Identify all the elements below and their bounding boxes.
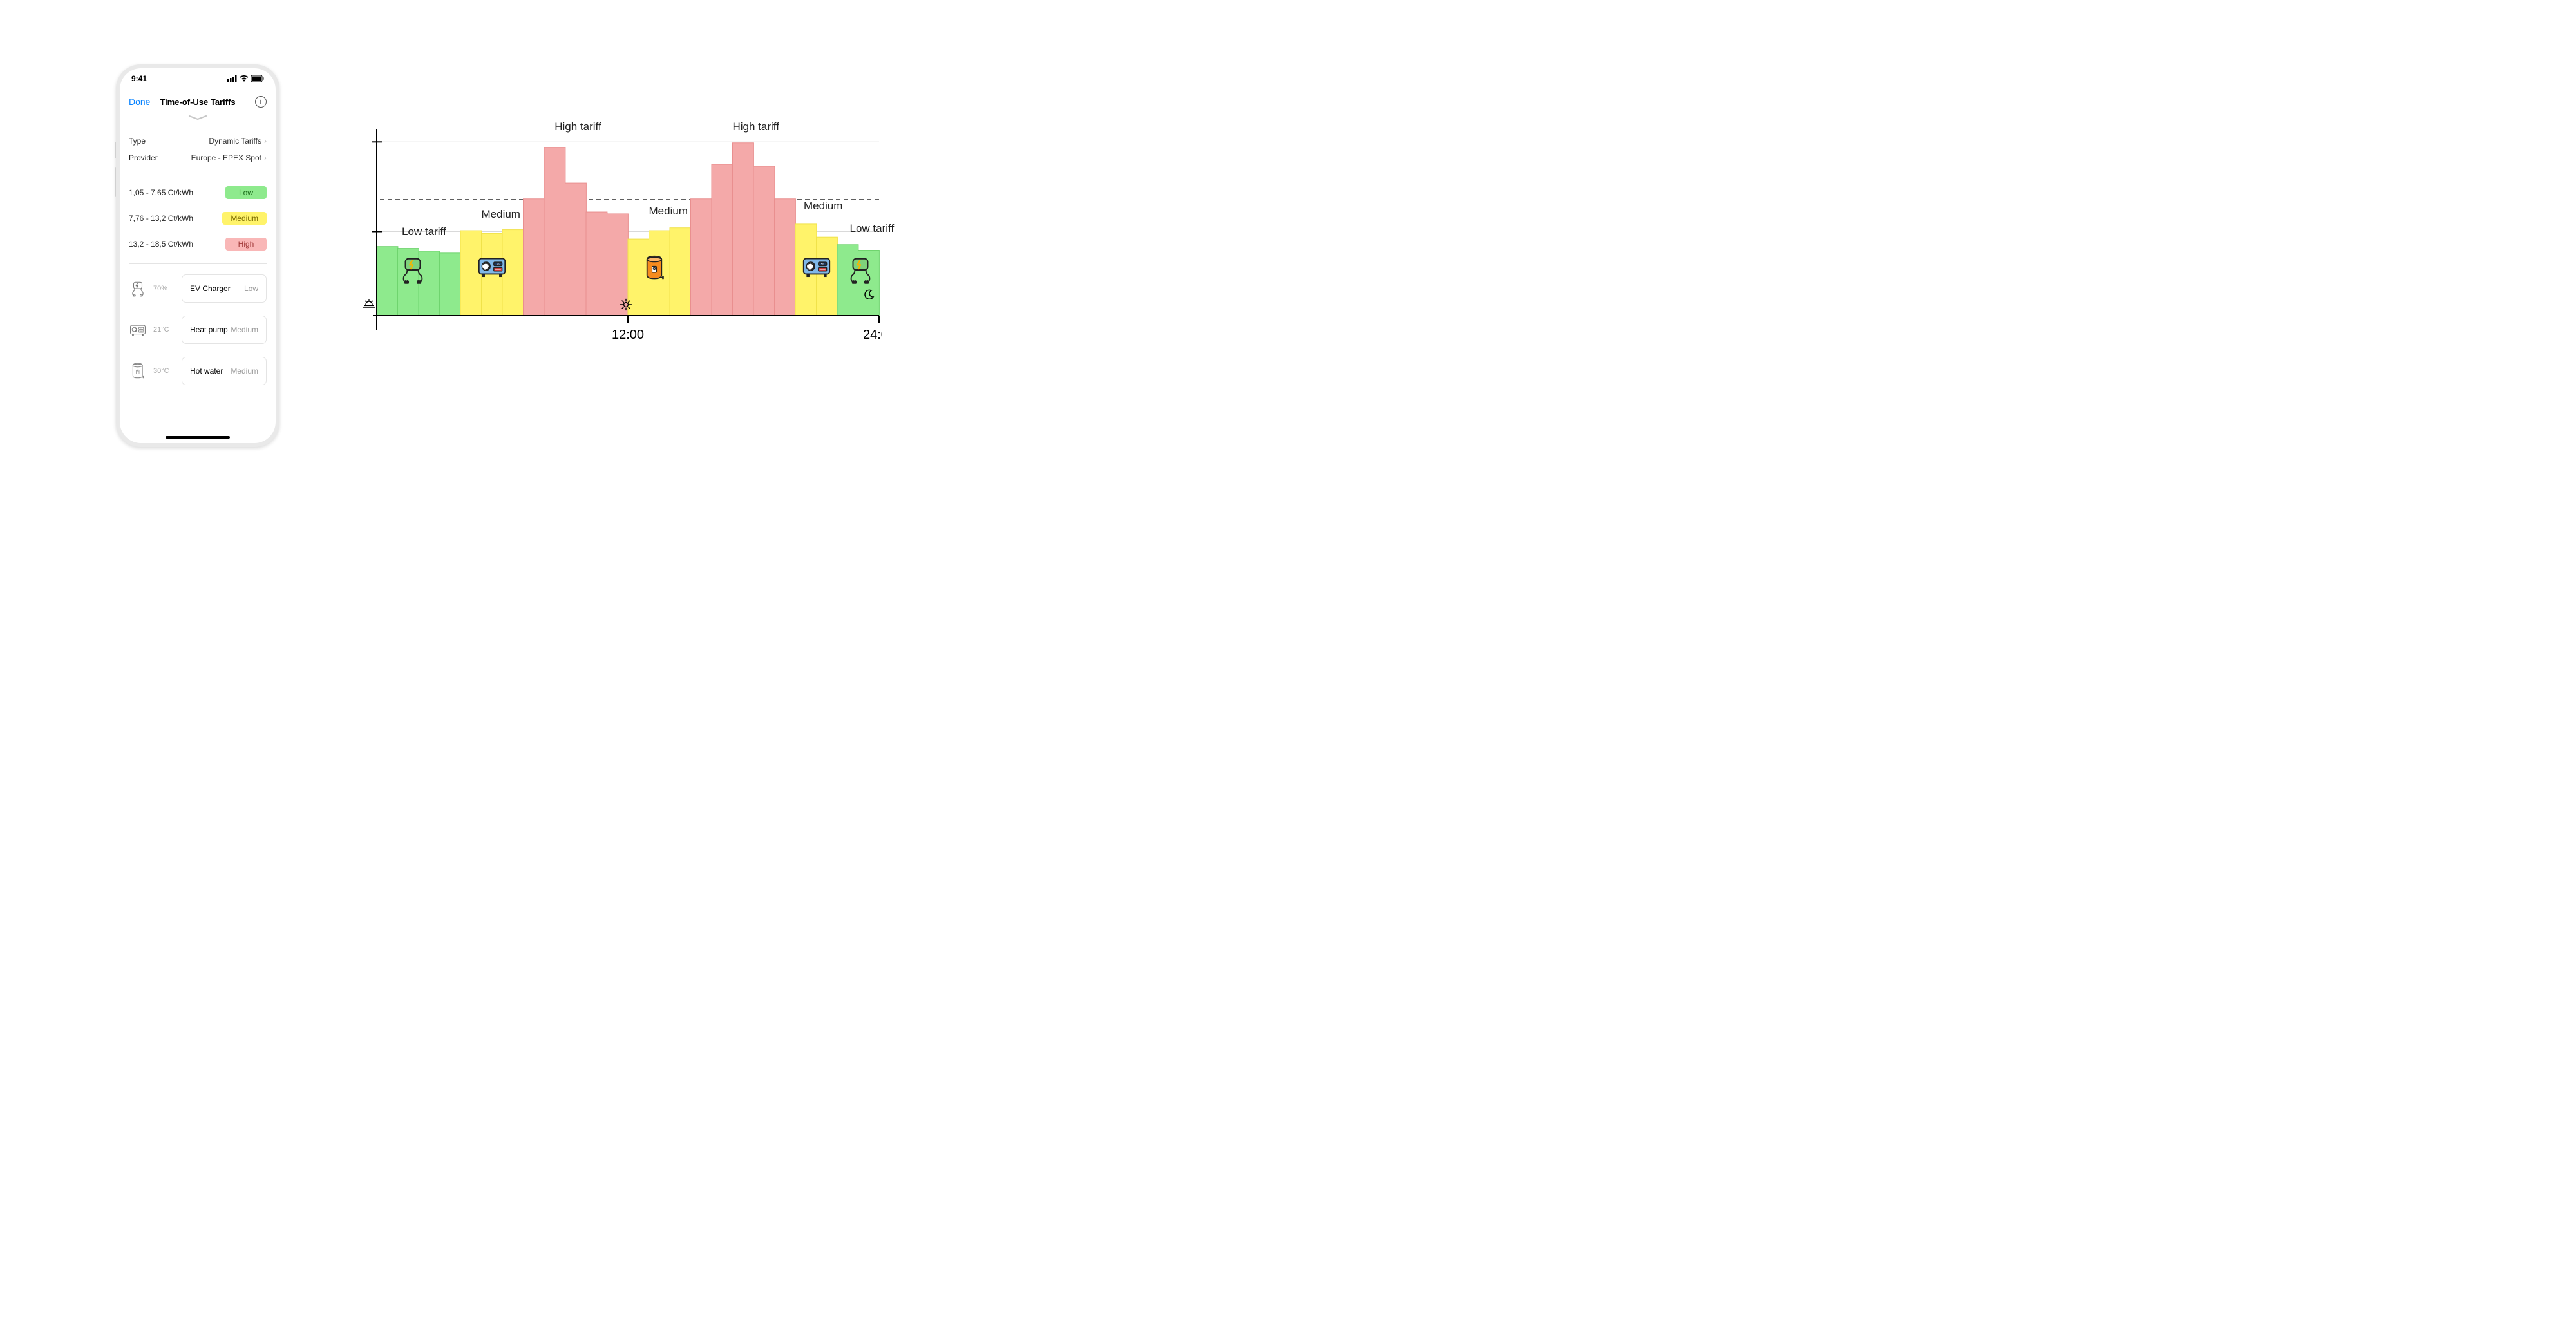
- sunrise-icon: [362, 298, 376, 309]
- chart-annotation: Medium: [804, 200, 842, 213]
- chevron-right-icon: ›: [264, 137, 267, 146]
- tariff-range: 7,76 - 13,2 Ct/kWh: [129, 214, 193, 223]
- cellular-icon: [227, 75, 237, 82]
- tariff-badge: High: [225, 238, 267, 251]
- chevron-right-icon: ›: [264, 153, 267, 162]
- tariff-row: 1,05 - 7.65 Ct/kWh Low: [129, 180, 267, 205]
- home-indicator[interactable]: [166, 436, 230, 439]
- chart-annotation: Low tariff: [402, 225, 446, 238]
- boiler-color-icon: [645, 255, 664, 281]
- tariff-section: 1,05 - 7.65 Ct/kWh Low 7,76 - 13,2 Ct/kW…: [129, 173, 267, 264]
- chart-annotation: High tariff: [554, 120, 601, 133]
- tariff-range: 13,2 - 18,5 Ct/kWh: [129, 240, 193, 249]
- row-label: Provider: [129, 153, 158, 162]
- status-icons: [227, 75, 264, 82]
- device-name: Hot water: [190, 366, 223, 375]
- chart-annotation: Medium: [649, 205, 688, 218]
- ev-charger-color-icon: [846, 255, 875, 285]
- device-card[interactable]: EV Charger Low: [182, 274, 267, 303]
- phone-screen: 9:41 Done Time-of-Use Tariffs i Type: [120, 68, 276, 443]
- device-stat: 70%: [153, 285, 175, 292]
- done-button[interactable]: Done: [129, 97, 150, 107]
- tariff-row: 13,2 - 18,5 Ct/kWh High: [129, 231, 267, 257]
- device-name: EV Charger: [190, 284, 231, 293]
- hot-water-icon: [129, 362, 147, 380]
- svg-text:24:00: 24:00: [863, 328, 882, 342]
- row-type[interactable]: Type Dynamic Tariffs›: [129, 133, 267, 149]
- device-stat: 21°C: [153, 326, 175, 334]
- phone-mockup: 9:41 Done Time-of-Use Tariffs i Type: [116, 64, 279, 447]
- device-level: Medium: [231, 325, 258, 334]
- device-row: 70% EV Charger Low: [129, 268, 267, 309]
- chart-annotation: Low tariff: [850, 222, 895, 235]
- device-stat: 30°C: [153, 367, 175, 375]
- row-value: Dynamic Tariffs: [209, 137, 261, 146]
- tariff-badge: Medium: [222, 212, 267, 225]
- settings-section: Type Dynamic Tariffs› Provider Europe - …: [129, 126, 267, 173]
- svg-text:5G: 5G: [821, 263, 824, 266]
- row-value: Europe - EPEX Spot: [191, 153, 261, 162]
- device-card[interactable]: Hot water Medium: [182, 357, 267, 385]
- ev-charger-icon: [129, 280, 147, 298]
- sheet-handle[interactable]: [120, 115, 276, 126]
- heat-pump-color-icon: 5G: [477, 255, 507, 279]
- device-row: 30°C Hot water Medium: [129, 350, 267, 392]
- moon-icon: [864, 289, 875, 299]
- heat-pump-icon: 5G: [129, 321, 147, 339]
- row-label: Type: [129, 137, 146, 146]
- heat-pump-color-icon: 5G: [802, 255, 831, 279]
- sun-icon: [620, 298, 632, 311]
- device-level: Low: [244, 284, 258, 293]
- device-name: Heat pump: [190, 325, 228, 334]
- ev-charger-color-icon: [398, 255, 428, 285]
- tariff-range: 1,05 - 7.65 Ct/kWh: [129, 188, 193, 197]
- nav-bar: Done Time-of-Use Tariffs i: [120, 89, 276, 115]
- device-row: 5G 21°C Heat pump Medium: [129, 309, 267, 350]
- svg-text:5G: 5G: [497, 263, 500, 266]
- chart-annotation: High tariff: [733, 120, 779, 133]
- tariff-row: 7,76 - 13,2 Ct/kWh Medium: [129, 205, 267, 231]
- battery-icon: [251, 75, 264, 82]
- tariff-chart: 12:00 24:00 Low tariff Medium High tariff Me…: [348, 122, 882, 361]
- wifi-icon: [240, 75, 249, 82]
- svg-text:12:00: 12:00: [612, 328, 644, 342]
- status-bar: 9:41: [120, 68, 276, 89]
- tariff-badge: Low: [225, 186, 267, 199]
- svg-text:5G: 5G: [140, 328, 142, 329]
- chart-annotation: Medium: [482, 208, 520, 221]
- chart-canvas: 12:00 24:00: [348, 122, 882, 361]
- content-area: Type Dynamic Tariffs› Provider Europe - …: [120, 126, 276, 443]
- status-time: 9:41: [131, 74, 147, 83]
- info-icon[interactable]: i: [255, 96, 267, 108]
- device-level: Medium: [231, 366, 258, 375]
- device-section: 70% EV Charger Low 5G 21°C Heat pump Med…: [129, 264, 267, 392]
- device-card[interactable]: Heat pump Medium: [182, 316, 267, 344]
- row-provider[interactable]: Provider Europe - EPEX Spot›: [129, 149, 267, 166]
